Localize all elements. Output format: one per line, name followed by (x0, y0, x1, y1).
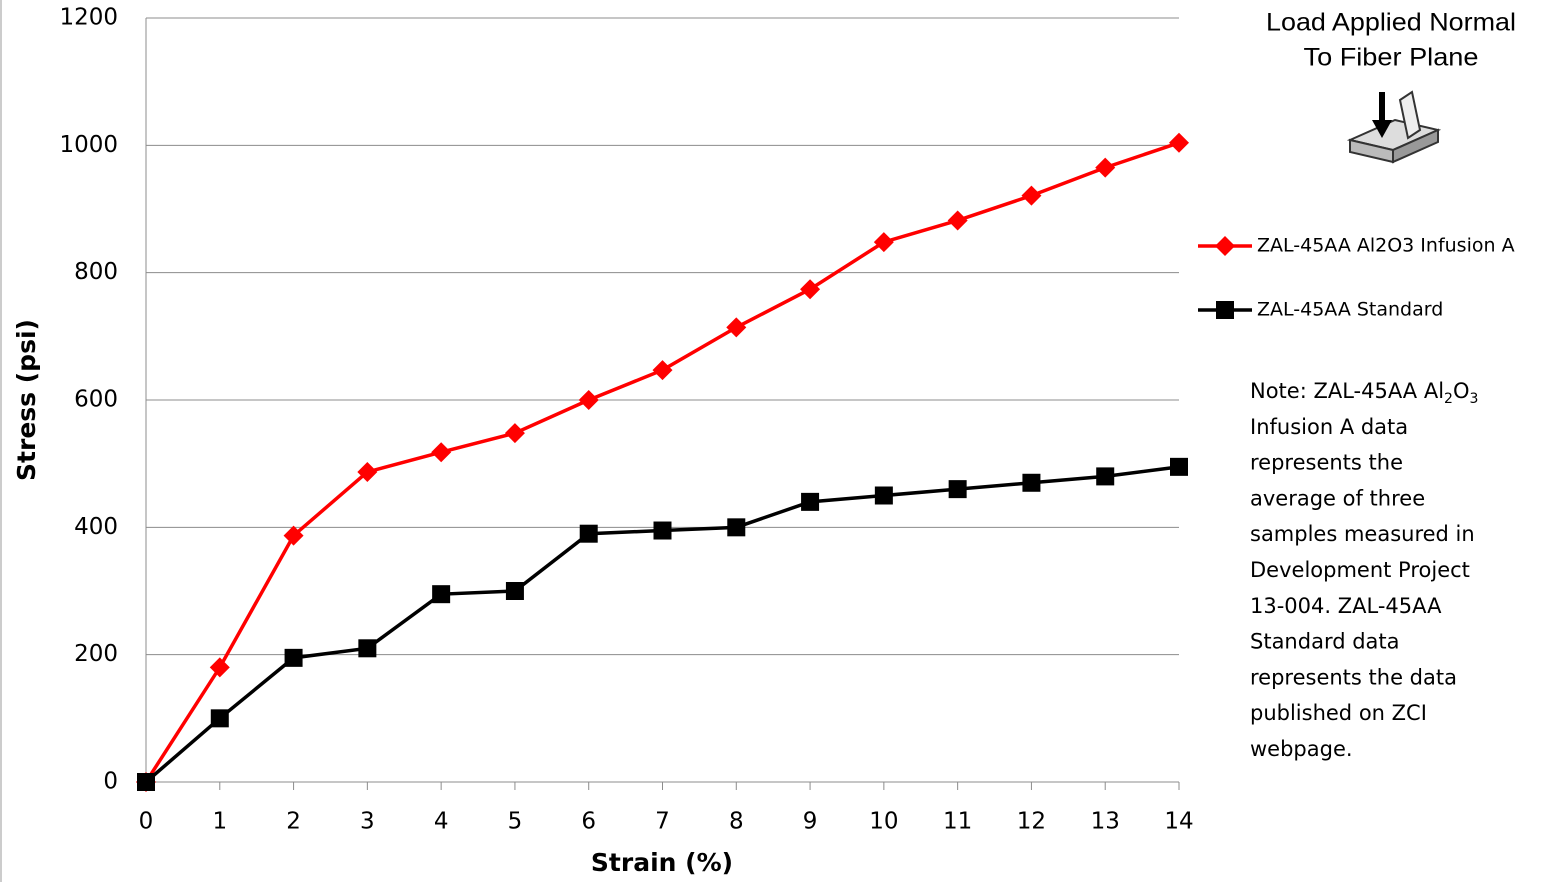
marker (578, 390, 599, 410)
x-axis-title: Strain (%) (591, 848, 733, 877)
marker (874, 486, 893, 505)
x-tick-label: 11 (943, 809, 972, 835)
note-line: average of three (1250, 486, 1425, 510)
marker (1022, 473, 1041, 492)
marker (210, 709, 229, 728)
note-line: samples measured in (1250, 522, 1475, 546)
marker (1216, 301, 1234, 319)
marker (357, 461, 378, 482)
marker (947, 210, 968, 231)
note-line: published on ZCI (1250, 701, 1427, 725)
marker (948, 480, 967, 499)
x-tick-label: 9 (803, 809, 818, 835)
note-text: Note: ZAL-45AA Al (1250, 379, 1444, 403)
marker (727, 518, 746, 537)
y-tick-label: 1000 (59, 132, 118, 158)
marker (284, 648, 303, 667)
x-tick-label: 13 (1091, 809, 1120, 835)
load-label: To Fiber Plane (1304, 44, 1479, 72)
x-tick-label: 7 (655, 809, 670, 835)
note-text: O (1453, 379, 1470, 403)
x-tick-label: 4 (434, 809, 449, 835)
note-line: Development Project (1250, 558, 1470, 582)
x-tick-label: 14 (1164, 809, 1193, 835)
load-label: Load Applied Normal (1266, 9, 1516, 37)
marker (432, 585, 451, 604)
note-line: Note: ZAL-45AA Al2O3 (1250, 379, 1478, 407)
marker (726, 317, 747, 338)
marker (800, 279, 821, 300)
note-line: 13-004. ZAL-45AA (1250, 594, 1442, 618)
marker (579, 524, 598, 543)
note-line: represents the (1250, 451, 1403, 475)
marker (801, 492, 820, 511)
marker (505, 582, 524, 600)
legend-entry: ZAL-45AA Standard (1198, 299, 1443, 321)
marker (283, 525, 304, 546)
note-subscript: 3 (1470, 391, 1479, 407)
marker (873, 232, 894, 253)
marker (137, 773, 155, 791)
marker (431, 442, 452, 463)
y-tick-label: 200 (74, 641, 118, 667)
note-line: represents the data (1250, 665, 1457, 689)
y-tick-label: 800 (74, 259, 118, 285)
x-tick-label: 6 (581, 809, 596, 835)
x-tick-label: 3 (360, 809, 375, 835)
x-tick-label: 1 (212, 809, 227, 835)
x-tick-label: 10 (869, 809, 898, 835)
marker (358, 639, 377, 658)
load-icon (1346, 90, 1442, 164)
y-axis-title: Stress (psi) (12, 319, 41, 481)
y-tick-label: 400 (74, 514, 118, 540)
x-tick-label: 8 (729, 809, 744, 835)
marker (652, 360, 673, 381)
marker (504, 423, 525, 444)
marker (1021, 185, 1042, 206)
marker (1170, 457, 1188, 476)
marker (1215, 236, 1235, 256)
legend-entry: ZAL-45AA Al2O3 Infusion A (1198, 235, 1515, 257)
x-tick-label: 2 (286, 809, 301, 835)
series-line (144, 141, 1180, 783)
marker (209, 657, 230, 678)
marker (1095, 157, 1116, 178)
y-tick-label: 0 (103, 769, 118, 795)
x-tick-label: 12 (1017, 809, 1046, 835)
legend-label: ZAL-45AA Al2O3 Infusion A (1257, 235, 1515, 257)
x-tick-label: 5 (508, 809, 523, 835)
x-tick-label: 0 (139, 809, 154, 835)
note-line: webpage. (1250, 737, 1353, 761)
series-line (144, 465, 1180, 784)
marker (1096, 467, 1115, 486)
note-line: Standard data (1250, 630, 1400, 654)
y-tick-label: 1200 (59, 5, 118, 31)
y-tick-label: 600 (74, 387, 118, 413)
marker (1169, 132, 1189, 153)
legend-label: ZAL-45AA Standard (1257, 299, 1443, 321)
note-line: Infusion A data (1250, 415, 1408, 439)
note-subscript: 2 (1444, 391, 1453, 407)
marker (653, 521, 672, 540)
